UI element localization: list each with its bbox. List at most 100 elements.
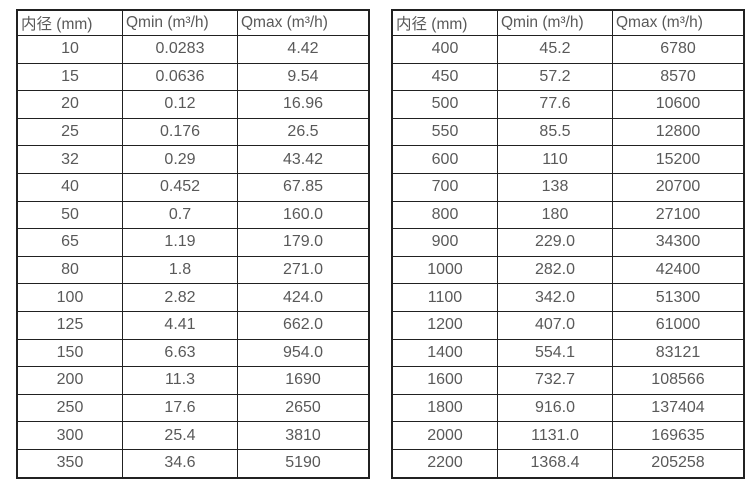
table-cell: 550 (391, 117, 498, 147)
table-cell: 2.82 (122, 283, 238, 312)
table-cell: 205258 (612, 448, 745, 479)
table-cell: 0.29 (122, 145, 238, 174)
table-cell: 3810 (237, 421, 370, 450)
table-cell: 300 (16, 421, 123, 450)
table-cell: 916.0 (497, 393, 613, 423)
column-header: Qmax (m³/h) (612, 9, 745, 36)
table-cell: 1400 (391, 338, 498, 368)
table-cell: 0.0283 (122, 35, 238, 64)
table-cell: 57.2 (497, 62, 613, 92)
table-cell: 9.54 (237, 62, 370, 92)
table-cell: 26.5 (237, 117, 370, 147)
table-row: 1400 554.1 83121 (391, 338, 745, 368)
table-cell: 662.0 (237, 310, 370, 340)
table-cell: 200 (16, 366, 123, 395)
table-cell: 1800 (391, 393, 498, 423)
table-row: 200 11.3 1690 (16, 366, 370, 395)
table-cell: 83121 (612, 338, 745, 368)
table-row: 600 110 15200 (391, 145, 745, 174)
column-header: Qmin (m³/h) (497, 9, 613, 36)
table-row: 250 17.6 2650 (16, 393, 370, 423)
table-row: 125 4.41 662.0 (16, 310, 370, 340)
flow-rate-table-small-diameters: 内径 (mm) Qmin (m³/h) Qmax (m³/h) 10 0.0283 4.… (16, 9, 370, 479)
table-cell: 16.96 (237, 90, 370, 119)
flow-rate-table-large-diameters: 内径 (mm) Qmin (m³/h) Qmax (m³/h) 400 45.2 678… (391, 9, 745, 479)
table-row: 32 0.29 43.42 (16, 145, 370, 174)
table-cell: 6780 (612, 35, 745, 64)
table-cell: 51300 (612, 283, 745, 312)
table-cell: 8570 (612, 62, 745, 92)
table-cell: 45.2 (497, 35, 613, 64)
table-cell: 700 (391, 172, 498, 202)
table-cell: 20700 (612, 172, 745, 202)
table-cell: 125 (16, 310, 123, 340)
table-cell: 424.0 (237, 283, 370, 312)
table-row: 10 0.0283 4.42 (16, 35, 370, 64)
table-cell: 108566 (612, 366, 745, 395)
table-row: 65 1.19 179.0 (16, 228, 370, 257)
table-cell: 110 (497, 145, 613, 174)
table-row: 25 0.176 26.5 (16, 117, 370, 147)
table-cell: 65 (16, 228, 123, 257)
table-cell: 12800 (612, 117, 745, 147)
table-cell: 137404 (612, 393, 745, 423)
table-cell: 2200 (391, 448, 498, 479)
table-cell: 27100 (612, 200, 745, 230)
table-cell: 0.176 (122, 117, 238, 147)
table-cell: 229.0 (497, 228, 613, 257)
table-cell: 43.42 (237, 145, 370, 174)
table-cell: 450 (391, 62, 498, 92)
table-cell: 1.8 (122, 255, 238, 285)
table-row: 1800 916.0 137404 (391, 393, 745, 423)
table-cell: 10600 (612, 90, 745, 119)
table-cell: 1600 (391, 366, 498, 395)
table-cell: 954.0 (237, 338, 370, 368)
table-cell: 554.1 (497, 338, 613, 368)
table-cell: 10 (16, 35, 123, 64)
table-cell: 34.6 (122, 448, 238, 479)
table-row: 1200 407.0 61000 (391, 310, 745, 340)
table-cell: 25.4 (122, 421, 238, 450)
table-cell: 5190 (237, 448, 370, 479)
table-cell: 160.0 (237, 200, 370, 230)
table-row: 400 45.2 6780 (391, 35, 745, 64)
table-cell: 400 (391, 35, 498, 64)
table-cell: 20 (16, 90, 123, 119)
table-cell: 138 (497, 172, 613, 202)
table-cell: 800 (391, 200, 498, 230)
table-row: 350 34.6 5190 (16, 448, 370, 479)
table-cell: 4.42 (237, 35, 370, 64)
table-row: 2200 1368.4 205258 (391, 448, 745, 479)
table-row: 80 1.8 271.0 (16, 255, 370, 285)
table-cell: 2650 (237, 393, 370, 423)
table-row: 20 0.12 16.96 (16, 90, 370, 119)
table-cell: 1.19 (122, 228, 238, 257)
table-cell: 100 (16, 283, 123, 312)
table-row: 900 229.0 34300 (391, 228, 745, 257)
table-cell: 0.0636 (122, 62, 238, 92)
table-row: 300 25.4 3810 (16, 421, 370, 450)
table-cell: 350 (16, 448, 123, 479)
table-row: 800 180 27100 (391, 200, 745, 230)
table-cell: 15 (16, 62, 123, 92)
table-cell: 180 (497, 200, 613, 230)
table-cell: 61000 (612, 310, 745, 340)
table-row: 2000 1131.0 169635 (391, 421, 745, 450)
table-row: 15 0.0636 9.54 (16, 62, 370, 92)
table-cell: 1000 (391, 255, 498, 285)
table-row: 1100 342.0 51300 (391, 283, 745, 312)
table-cell: 15200 (612, 145, 745, 174)
table-cell: 80 (16, 255, 123, 285)
table-cell: 25 (16, 117, 123, 147)
table-cell: 342.0 (497, 283, 613, 312)
table-cell: 6.63 (122, 338, 238, 368)
table-cell: 407.0 (497, 310, 613, 340)
table-row: 500 77.6 10600 (391, 90, 745, 119)
table-cell: 2000 (391, 421, 498, 450)
table-cell: 32 (16, 145, 123, 174)
column-header: 内径 (mm) (391, 9, 498, 36)
table-row: 1600 732.7 108566 (391, 366, 745, 395)
table-cell: 1200 (391, 310, 498, 340)
table-row: 550 85.5 12800 (391, 117, 745, 147)
